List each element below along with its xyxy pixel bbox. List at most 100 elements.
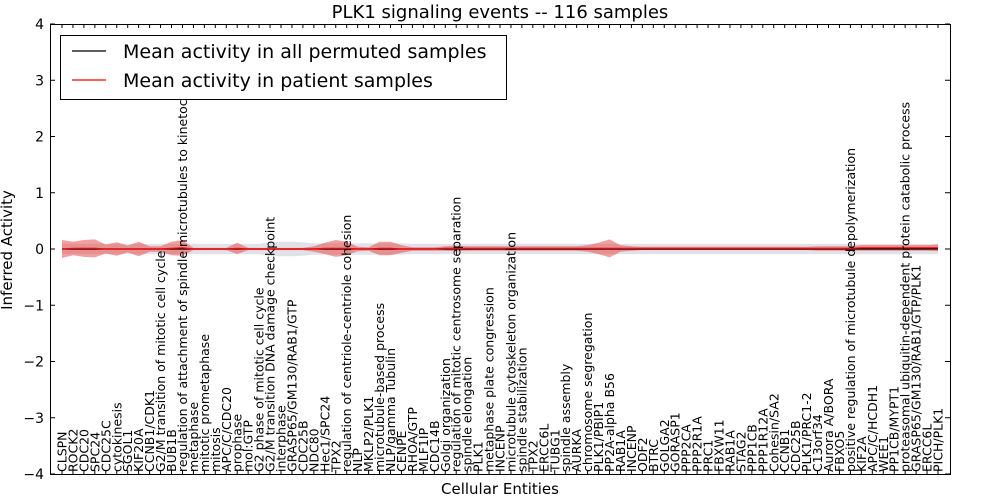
category-label: regulation of attachment of spindle micr… — [175, 71, 190, 472]
y-tick-label: −4 — [23, 467, 44, 483]
category-label: PP1CB/MYPT1 — [887, 386, 902, 472]
category-label: G2 phase of mitotic cell cycle — [252, 287, 267, 472]
category-label: regulation of centriole-centriole cohesi… — [339, 215, 354, 472]
y-tick-label: 0 — [35, 242, 44, 258]
series-lines — [61, 247, 938, 250]
category-label: CDC25B — [788, 420, 803, 472]
category-label: spindle elongation — [460, 357, 475, 472]
y-tick-label: 1 — [35, 186, 44, 202]
category-label: CDC20 — [76, 429, 91, 472]
category-label: prophase — [230, 414, 245, 472]
category-label: proteasomal ubiquitin-dependent protein … — [898, 102, 913, 472]
category-label: PP2A-alpha B56 — [602, 373, 617, 472]
category-label: C13orf34 — [810, 414, 825, 472]
category-label: FBXO5 — [832, 431, 847, 472]
category-label: G2/M transition of mitotic cell cycle — [153, 250, 168, 472]
y-tick-label: 3 — [35, 73, 44, 89]
category-label: CDC25C — [98, 420, 113, 472]
category-label: PPP1CB — [744, 424, 759, 472]
category-label: TUBG1 — [547, 429, 562, 473]
patient-mean-line — [61, 247, 938, 250]
category-label: NLP — [350, 448, 365, 472]
category-label: INCENP — [624, 425, 639, 472]
category-labels: CLSPNROCK2CDC20SPC24CDC25CcytokinesisSGO… — [55, 71, 946, 473]
category-label: BTRC — [646, 439, 661, 472]
category-label: NLP/gamma Tubulin — [383, 348, 398, 472]
category-label: ERCC6L — [920, 424, 935, 472]
category-label: spindle stabilization — [514, 347, 529, 472]
category-label: PICH/PLK1 — [931, 408, 946, 472]
category-label: positive regulation of microtubule depol… — [843, 148, 858, 472]
x-axis-label: Cellular Entities — [441, 480, 559, 498]
y-axis: 4 3 2 1 0 −1 −2 −3 −4 — [23, 17, 950, 483]
category-label: PPP2R1A — [690, 416, 705, 472]
category-label: APC/C/CDC20 — [219, 387, 234, 472]
category-label: GOLGA2 — [657, 419, 672, 472]
category-label: G2/M transition DNA damage checkpoint — [263, 217, 278, 472]
legend: Mean activity in all permuted samples Me… — [60, 35, 507, 100]
category-label: regulation of mitotic centrosome separat… — [449, 197, 464, 472]
category-label: PLK1/PBIP1 — [591, 402, 606, 472]
category-label: KIF2A — [854, 436, 869, 472]
y-tick-label: −3 — [23, 411, 44, 427]
y-tick-label: −2 — [23, 355, 44, 371]
category-label: GRASP65/GM130/RAB1/GTP — [284, 299, 299, 472]
category-label: metaphase plate congression — [482, 287, 497, 472]
category-label: PRC1 — [701, 440, 716, 472]
category-label: INCENP — [493, 425, 508, 472]
legend-label-permuted: Mean activity in all permuted samples — [123, 41, 486, 63]
category-label: CLSPN — [55, 431, 70, 472]
y-tick-label: 4 — [35, 17, 44, 33]
category-label: TPX2 — [525, 440, 540, 473]
category-label: spindle assembly — [558, 363, 573, 472]
category-label: PPP1R12A — [755, 408, 770, 472]
category-label: CCNB1/CDK1 — [142, 390, 157, 472]
category-label: interphase — [274, 405, 289, 472]
category-label: metaphase — [186, 402, 201, 472]
category-label: Golgi organization — [438, 358, 453, 472]
category-label: mitotic prometaphase — [197, 334, 212, 472]
category-label: CDC25B — [295, 420, 310, 472]
category-label: PLK1 — [471, 441, 486, 472]
category-label: RHOA/GTP — [405, 407, 420, 472]
legend-label-patient: Mean activity in patient samples — [123, 70, 433, 92]
category-label: RAB1A — [613, 430, 628, 472]
category-label: Hec1/SPC24 — [317, 396, 332, 472]
chart-title: PLK1 signaling events -- 116 samples — [332, 2, 669, 23]
category-label: microtubule cytoskeleton organization — [504, 232, 519, 472]
category-label: NDC80 — [306, 428, 321, 472]
category-label: SPC24 — [87, 432, 102, 472]
category-label: APC/C/HCDH1 — [865, 385, 880, 472]
category-label: Cohesin/SA2 — [766, 393, 781, 472]
category-label: ERCC6L — [536, 424, 551, 472]
category-label: ROCK2 — [66, 429, 81, 472]
category-label: GORASP1 — [668, 412, 683, 472]
category-label: RAB1A — [723, 430, 738, 472]
category-label: AURKA — [569, 429, 584, 472]
category-label: chromosome segregation — [580, 313, 595, 472]
category-label: MKLP2/PLK1 — [361, 396, 376, 472]
category-label: PPP2CA — [679, 424, 694, 472]
category-label: WEE1 — [876, 436, 891, 472]
y-tick-label: 2 — [35, 130, 44, 146]
category-label: BUB1B — [164, 429, 179, 472]
category-label: mol:GTP — [241, 420, 256, 472]
category-label: CENPE — [394, 430, 409, 472]
category-label: CDC14B — [427, 420, 442, 472]
legend-box — [60, 35, 507, 100]
y-tick-label: −1 — [23, 298, 44, 314]
category-label: STAG2 — [733, 431, 748, 472]
category-label: cytokinesis — [109, 402, 124, 472]
category-label: Aurora A/BORA — [821, 378, 836, 472]
category-label: KIF20A — [131, 428, 146, 472]
category-label: microtubule-based process — [372, 303, 387, 472]
category-label: MLF1IP — [416, 427, 431, 472]
category-label: ODF2 — [635, 437, 650, 472]
category-label: SGOL1 — [120, 430, 135, 472]
category-label: TPX2 — [328, 440, 343, 473]
x-axis-ticks — [61, 24, 939, 474]
category-label: CCNB1 — [777, 429, 792, 472]
y-axis-label: Inferred Activity — [0, 190, 16, 310]
category-label: mitosis — [208, 427, 223, 472]
